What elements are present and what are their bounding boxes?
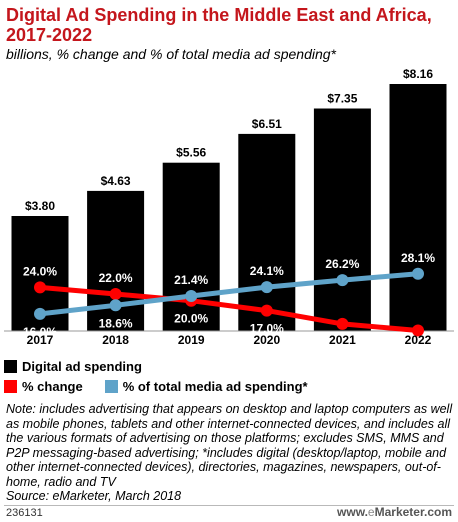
brand-prefix: www. xyxy=(337,505,368,519)
line-value-label: 16.0% xyxy=(23,325,57,339)
line-value-label: 24.0% xyxy=(23,264,57,278)
bar-value-label: $3.80 xyxy=(25,199,55,213)
line-value-label: 24.1% xyxy=(250,264,284,278)
bar-value-label: $8.16 xyxy=(403,67,433,81)
legend: Digital ad spending % change % of total … xyxy=(4,356,454,396)
brand-suffix: .com xyxy=(423,505,452,519)
chart-id: 236131 xyxy=(6,507,43,519)
bar-2021 xyxy=(313,108,371,331)
x-tick-label: 2020 xyxy=(253,333,280,345)
legend-label: Digital ad spending xyxy=(22,358,142,374)
chart-plot: $3.80 $4.63 $5.56 $6.51 $7.35 $8.16 24.0% 16.0… xyxy=(4,67,454,346)
line-value-label: 21.4% xyxy=(174,273,208,287)
legend-swatch-pct-change xyxy=(4,379,17,393)
bar-value-label: $6.51 xyxy=(252,117,282,131)
series-point-change xyxy=(412,324,424,337)
x-tick-label: 2022 xyxy=(405,333,432,345)
series-point-change xyxy=(109,288,122,300)
series-line-of-total-media-ad-spending xyxy=(37,271,421,317)
chart-note: Note: includes advertising that appears … xyxy=(6,402,454,504)
bar-value-label: $4.63 xyxy=(101,174,131,188)
line-value-label: 11.0% xyxy=(401,342,435,346)
series-point-of-total-media-ad-spending xyxy=(185,290,198,302)
x-tick-label: 2021 xyxy=(329,333,356,345)
line-value-label: 22.0% xyxy=(99,271,133,285)
legend-swatch-digital-ad-spending xyxy=(4,359,17,373)
legend-label: % change xyxy=(22,378,83,394)
bar-2022 xyxy=(389,84,447,331)
line-value-label: 28.1% xyxy=(401,251,435,265)
series-point-of-total-media-ad-spending xyxy=(336,274,349,287)
legend-item-pct-change: % change xyxy=(4,379,83,394)
chart-subtitle: billions, % change and % of total media … xyxy=(6,46,336,62)
line-value-label: 13.0% xyxy=(325,335,359,345)
brand-name: Marketer xyxy=(374,505,424,519)
x-tick-label: 2019 xyxy=(178,333,205,345)
line-value-label: 18.6% xyxy=(99,316,133,330)
series-point-change xyxy=(34,281,46,294)
chart-title: Digital Ad Spending in the Middle East a… xyxy=(6,5,432,45)
series-point-of-total-media-ad-spending xyxy=(109,299,122,312)
x-tick-label: 2018 xyxy=(102,333,129,345)
series-line-change xyxy=(37,284,421,333)
legend-item-digital-ad-spending: Digital ad spending xyxy=(4,359,142,374)
bar-2020 xyxy=(238,133,296,331)
footer-divider xyxy=(4,505,454,506)
brand-e: e xyxy=(367,505,375,519)
bar-value-label: $5.56 xyxy=(176,146,206,160)
series-point-change xyxy=(336,317,349,330)
legend-label: % of total media ad spending* xyxy=(122,378,308,394)
line-value-label: 26.2% xyxy=(325,257,359,271)
x-tick-label: 2017 xyxy=(27,333,54,345)
line-value-label: 20.0% xyxy=(174,312,208,326)
emarketer-logo[interactable]: www.eMarketer.com xyxy=(337,505,452,519)
bar-value-label: $7.35 xyxy=(327,92,357,106)
legend-item-pct-total-media: % of total media ad spending* xyxy=(104,378,308,394)
series-point-of-total-media-ad-spending xyxy=(412,267,424,280)
legend-swatch-pct-total-media xyxy=(104,379,118,393)
series-point-of-total-media-ad-spending xyxy=(260,281,273,294)
series-point-change xyxy=(260,304,273,317)
source-text: Source: eMarketer, March 2018 xyxy=(6,489,182,503)
line-value-label: 17.0% xyxy=(250,322,284,336)
note-text: Note: includes advertising that appears … xyxy=(6,402,453,489)
series-point-of-total-media-ad-spending xyxy=(34,307,46,320)
